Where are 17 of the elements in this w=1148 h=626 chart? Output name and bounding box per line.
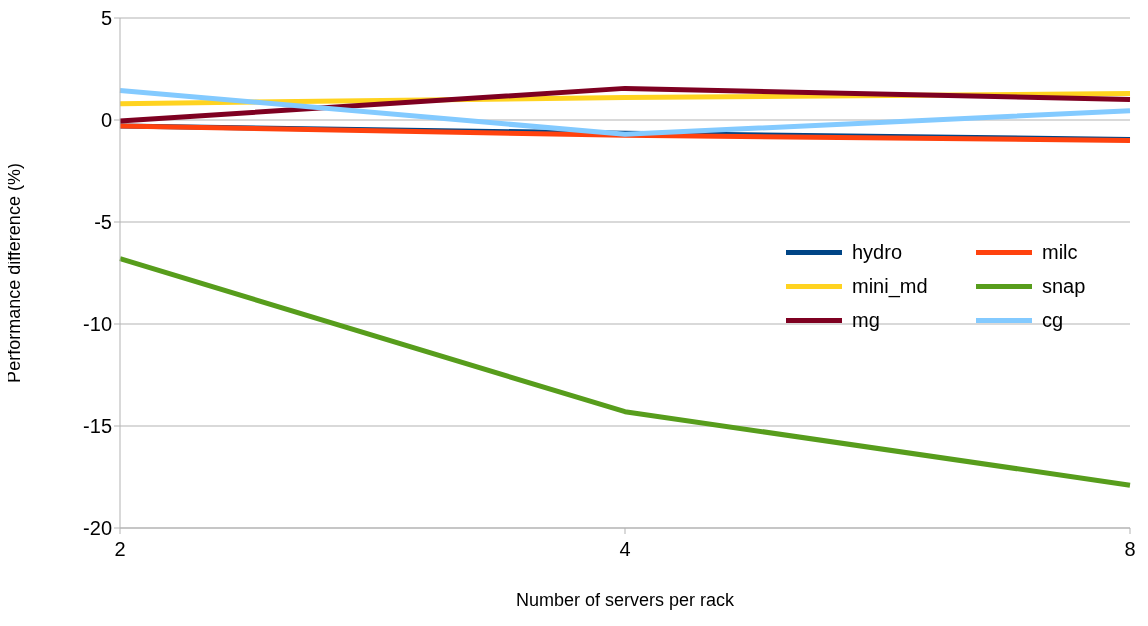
x-axis-title: Number of servers per rack xyxy=(515,590,736,610)
y-tick-label: -5 xyxy=(94,211,112,234)
y-tick-label: 0 xyxy=(100,109,112,132)
y-tick-label: -20 xyxy=(83,517,112,540)
legend-label: snap xyxy=(1042,274,1086,299)
y-tick-label: -10 xyxy=(83,313,112,336)
y-axis-title: Performance difference (%) xyxy=(4,163,25,383)
x-tick-label: 2 xyxy=(114,538,126,561)
y-tick-label: -15 xyxy=(83,415,112,438)
legend-label: milc xyxy=(1042,240,1078,265)
y-tick-label: 5 xyxy=(100,7,112,30)
legend-label: mg xyxy=(852,308,880,333)
x-tick-label: 4 xyxy=(619,538,631,561)
legend-label: hydro xyxy=(852,240,903,265)
legend-label: cg xyxy=(1042,308,1064,333)
legend-label: mini_md xyxy=(852,274,928,300)
x-tick-label: 8 xyxy=(1124,538,1136,561)
